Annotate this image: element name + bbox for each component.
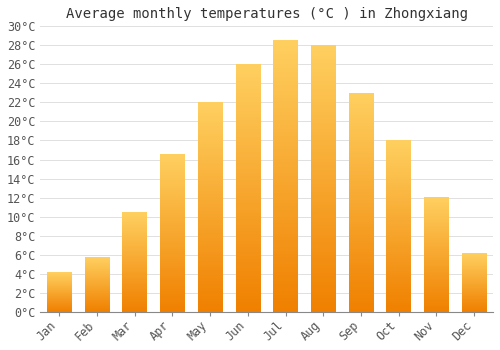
Bar [84,258,109,312]
Bar [424,198,448,312]
Bar [462,254,486,312]
Bar [274,41,298,312]
Bar [122,212,147,312]
Bar [160,155,184,312]
Bar [198,103,222,312]
Bar [348,93,374,312]
Bar [236,64,260,312]
Bar [386,140,411,312]
Bar [47,273,72,312]
Title: Average monthly temperatures (°C ) in Zhongxiang: Average monthly temperatures (°C ) in Zh… [66,7,468,21]
Bar [311,45,336,312]
